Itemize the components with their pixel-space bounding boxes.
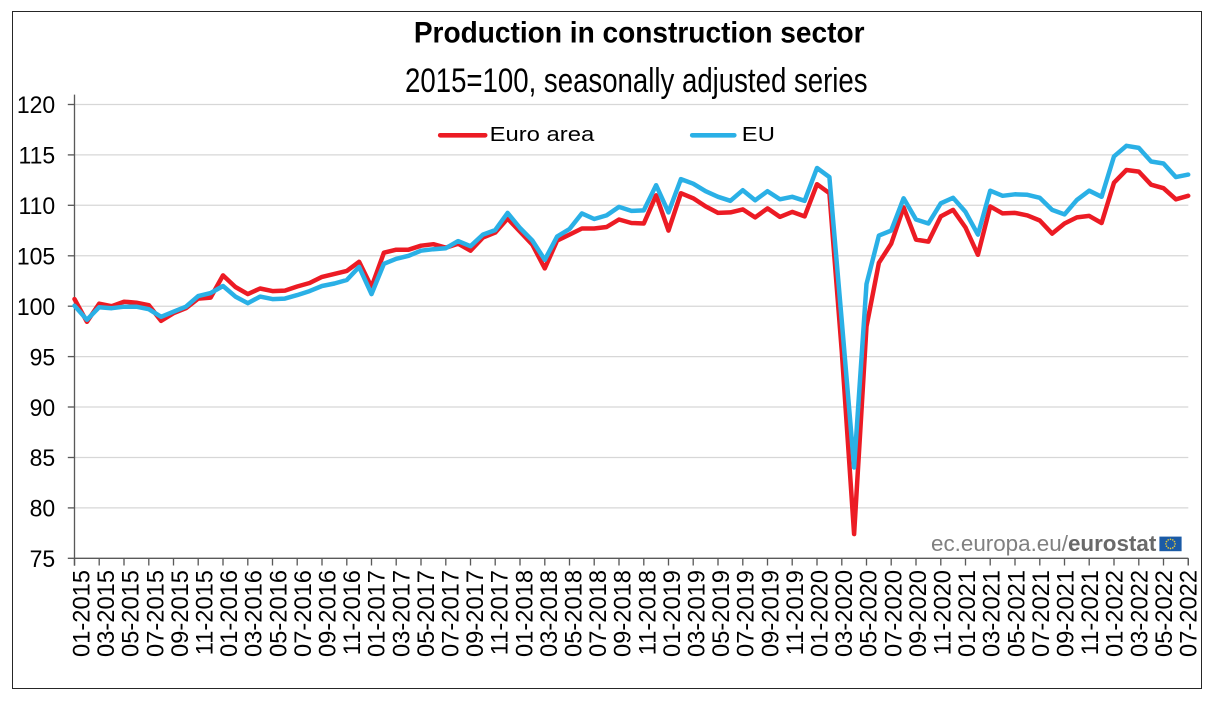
- svg-text:01-2016: 01-2016: [217, 570, 243, 657]
- svg-text:03-2019: 03-2019: [685, 570, 711, 657]
- svg-text:03-2020: 03-2020: [832, 570, 858, 657]
- svg-text:03-2022: 03-2022: [1127, 570, 1153, 657]
- svg-text:75: 75: [30, 546, 56, 573]
- svg-text:01-2017: 01-2017: [365, 570, 391, 657]
- svg-text:07-2017: 07-2017: [439, 570, 465, 657]
- svg-text:120: 120: [17, 92, 55, 119]
- svg-text:105: 105: [17, 243, 55, 270]
- svg-text:100: 100: [17, 293, 55, 320]
- svg-text:09-2015: 09-2015: [168, 570, 194, 657]
- svg-text:03-2017: 03-2017: [389, 570, 415, 657]
- svg-text:01-2019: 01-2019: [660, 570, 686, 657]
- svg-text:90: 90: [30, 394, 56, 421]
- svg-text:09-2017: 09-2017: [463, 570, 489, 657]
- svg-text:07-2016: 07-2016: [291, 570, 317, 657]
- svg-text:05-2017: 05-2017: [414, 570, 440, 657]
- svg-text:09-2016: 09-2016: [316, 570, 342, 657]
- svg-text:07-2015: 07-2015: [143, 570, 169, 657]
- svg-text:03-2021: 03-2021: [980, 570, 1006, 657]
- svg-text:11-2021: 11-2021: [1078, 570, 1104, 655]
- svg-text:09-2019: 09-2019: [758, 570, 784, 657]
- svg-text:05-2015: 05-2015: [119, 570, 145, 657]
- svg-text:01-2022: 01-2022: [1103, 570, 1129, 657]
- svg-text:09-2020: 09-2020: [906, 570, 932, 657]
- svg-text:05-2022: 05-2022: [1152, 570, 1178, 657]
- svg-text:03-2015: 03-2015: [94, 570, 120, 657]
- svg-text:07-2018: 07-2018: [586, 570, 612, 657]
- svg-text:85: 85: [30, 445, 56, 472]
- svg-text:11-2020: 11-2020: [931, 570, 957, 655]
- svg-text:11-2016: 11-2016: [340, 570, 366, 655]
- svg-text:05-2019: 05-2019: [709, 570, 735, 657]
- svg-text:07-2021: 07-2021: [1029, 570, 1055, 657]
- svg-text:05-2021: 05-2021: [1004, 570, 1030, 657]
- svg-text:ec.europa.eu/eurostat: ec.europa.eu/eurostat: [931, 531, 1157, 556]
- svg-text:2015=100, seasonally adjusted: 2015=100, seasonally adjusted series: [405, 61, 868, 99]
- svg-text:03-2018: 03-2018: [537, 570, 563, 657]
- svg-text:09-2021: 09-2021: [1054, 570, 1080, 657]
- svg-text:95: 95: [30, 344, 56, 371]
- svg-text:07-2019: 07-2019: [734, 570, 760, 657]
- svg-text:11-2017: 11-2017: [488, 570, 514, 655]
- svg-text:110: 110: [19, 193, 56, 220]
- svg-text:03-2016: 03-2016: [242, 570, 268, 657]
- svg-text:05-2018: 05-2018: [562, 570, 588, 657]
- svg-text:01-2015: 01-2015: [70, 570, 96, 657]
- svg-text:11-2019: 11-2019: [783, 570, 809, 655]
- svg-text:05-2016: 05-2016: [266, 570, 292, 657]
- svg-text:115: 115: [19, 142, 56, 169]
- svg-text:EU: EU: [742, 122, 775, 145]
- svg-text:11-2015: 11-2015: [193, 570, 219, 655]
- svg-text:07-2022: 07-2022: [1177, 570, 1203, 657]
- svg-text:01-2018: 01-2018: [512, 570, 538, 657]
- svg-text:80: 80: [30, 495, 56, 522]
- svg-text:Euro area: Euro area: [490, 122, 595, 145]
- svg-text:07-2020: 07-2020: [881, 570, 907, 657]
- svg-text:05-2020: 05-2020: [857, 570, 883, 657]
- svg-text:01-2021: 01-2021: [955, 570, 981, 657]
- svg-text:09-2018: 09-2018: [611, 570, 637, 657]
- svg-text:Production in construction sec: Production in construction sector: [414, 17, 865, 50]
- svg-text:11-2018: 11-2018: [635, 570, 661, 655]
- svg-text:01-2020: 01-2020: [808, 570, 834, 657]
